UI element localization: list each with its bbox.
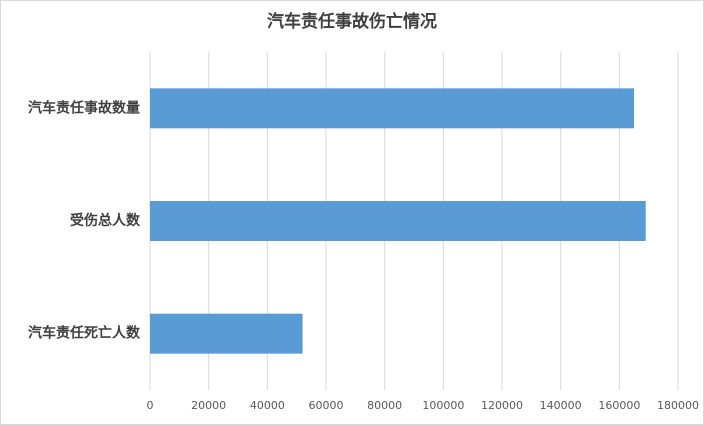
- x-tick-label: 80000: [367, 399, 402, 412]
- x-tick-label: 120000: [481, 399, 523, 412]
- chart-title: 汽车责任事故伤亡情况: [267, 11, 437, 32]
- bar: [150, 201, 646, 241]
- x-tick-label: 180000: [657, 399, 699, 412]
- y-tick-label: 汽车责任死亡人数: [28, 325, 141, 342]
- x-tick-label: 160000: [598, 399, 640, 412]
- x-tick-label: 20000: [191, 399, 226, 412]
- x-tick-label: 0: [147, 399, 154, 412]
- bar: [150, 313, 303, 354]
- bar: [150, 88, 634, 129]
- x-tick-label: 60000: [309, 399, 344, 412]
- x-tick-label: 100000: [422, 399, 464, 412]
- y-tick-label: 汽车责任事故数量: [28, 99, 140, 116]
- x-tick-label: 140000: [540, 399, 582, 412]
- x-tick-label: 40000: [250, 399, 285, 412]
- y-tick-label: 受伤总人数: [70, 212, 141, 229]
